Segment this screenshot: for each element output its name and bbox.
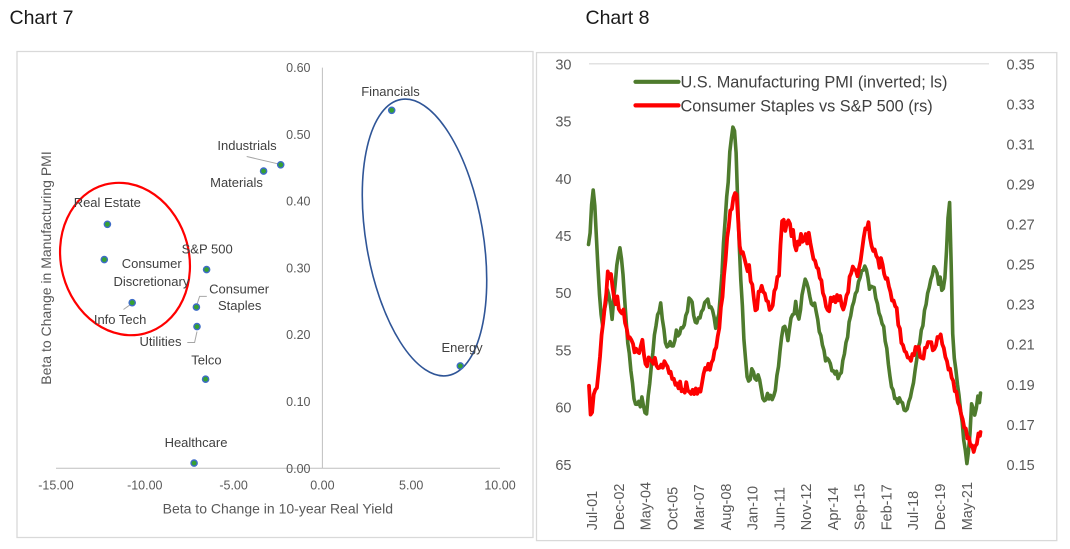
svg-text:60: 60	[555, 401, 571, 417]
svg-text:45: 45	[555, 229, 571, 245]
svg-text:Consumer Staples vs S&P 500 (r: Consumer Staples vs S&P 500 (rs)	[681, 97, 933, 115]
svg-text:Dec-02: Dec-02	[612, 484, 628, 531]
svg-text:10.00: 10.00	[484, 479, 515, 493]
svg-text:Energy: Energy	[441, 340, 483, 355]
svg-text:50: 50	[555, 286, 571, 302]
svg-text:Mar-07: Mar-07	[692, 484, 708, 530]
svg-text:Oct-05: Oct-05	[665, 487, 681, 531]
svg-text:Feb-17: Feb-17	[880, 484, 896, 530]
svg-text:Jan-10: Jan-10	[746, 486, 762, 530]
svg-text:Consumer: Consumer	[209, 281, 270, 296]
svg-text:0.10: 0.10	[286, 395, 310, 409]
svg-text:0.60: 0.60	[286, 61, 310, 75]
svg-text:0.50: 0.50	[286, 128, 310, 142]
svg-text:0.00: 0.00	[286, 462, 310, 476]
svg-text:May-04: May-04	[639, 482, 655, 530]
svg-text:U.S. Manufacturing PMI (invert: U.S. Manufacturing PMI (inverted; ls)	[681, 74, 948, 92]
svg-text:Chart 8: Chart 8	[586, 7, 650, 29]
svg-text:Real Estate: Real Estate	[74, 195, 141, 210]
svg-text:65: 65	[555, 458, 571, 474]
svg-text:Beta to Change in 10-year Real: Beta to Change in 10-year Real Yield	[163, 501, 393, 517]
svg-text:Telco: Telco	[191, 353, 221, 368]
svg-text:Materials: Materials	[210, 175, 263, 190]
svg-text:55: 55	[555, 343, 571, 359]
svg-text:Info Tech: Info Tech	[94, 312, 147, 327]
svg-text:Discretionary: Discretionary	[113, 274, 189, 289]
svg-text:0.21: 0.21	[1007, 338, 1035, 354]
svg-text:30: 30	[555, 57, 571, 73]
svg-text:Jul-01: Jul-01	[585, 491, 601, 531]
svg-text:Healthcare: Healthcare	[165, 435, 228, 450]
svg-text:0.23: 0.23	[1007, 298, 1035, 314]
svg-text:Jun-11: Jun-11	[772, 487, 788, 530]
svg-text:Industrials: Industrials	[217, 138, 277, 153]
svg-text:Consumer: Consumer	[122, 256, 183, 271]
svg-text:Nov-12: Nov-12	[799, 484, 815, 531]
svg-text:35: 35	[555, 115, 571, 131]
svg-text:0.29: 0.29	[1007, 178, 1035, 194]
svg-text:Financials: Financials	[361, 84, 420, 99]
svg-text:0.30: 0.30	[286, 261, 310, 275]
svg-text:0.33: 0.33	[1007, 97, 1035, 113]
svg-text:Sep-15: Sep-15	[853, 484, 869, 531]
svg-text:Jul-18: Jul-18	[906, 491, 922, 531]
svg-text:0.15: 0.15	[1007, 458, 1035, 474]
svg-text:Aug-08: Aug-08	[719, 484, 735, 531]
svg-text:5.00: 5.00	[399, 479, 423, 493]
svg-text:0.27: 0.27	[1007, 218, 1035, 234]
svg-text:0.20: 0.20	[286, 328, 310, 342]
svg-text:-15.00: -15.00	[38, 479, 73, 493]
svg-text:0.40: 0.40	[286, 195, 310, 209]
svg-text:-5.00: -5.00	[219, 479, 248, 493]
svg-text:0.35: 0.35	[1007, 57, 1035, 73]
svg-text:0.25: 0.25	[1007, 258, 1035, 274]
svg-text:0.31: 0.31	[1007, 137, 1035, 153]
svg-text:May-21: May-21	[960, 482, 976, 530]
svg-text:Utilities: Utilities	[140, 334, 182, 349]
svg-text:Staples: Staples	[218, 298, 262, 313]
svg-text:Chart 7: Chart 7	[10, 7, 74, 29]
svg-text:40: 40	[555, 172, 571, 188]
svg-text:Dec-19: Dec-19	[933, 484, 949, 531]
svg-text:Apr-14: Apr-14	[826, 487, 842, 531]
svg-text:S&P 500: S&P 500	[182, 241, 233, 256]
svg-text:-10.00: -10.00	[127, 479, 162, 493]
svg-text:0.00: 0.00	[310, 479, 334, 493]
svg-text:Beta to Change in Manufacturin: Beta to Change in Manufacturing PMI	[38, 151, 54, 384]
svg-text:0.19: 0.19	[1007, 378, 1035, 394]
svg-text:0.17: 0.17	[1007, 418, 1035, 434]
